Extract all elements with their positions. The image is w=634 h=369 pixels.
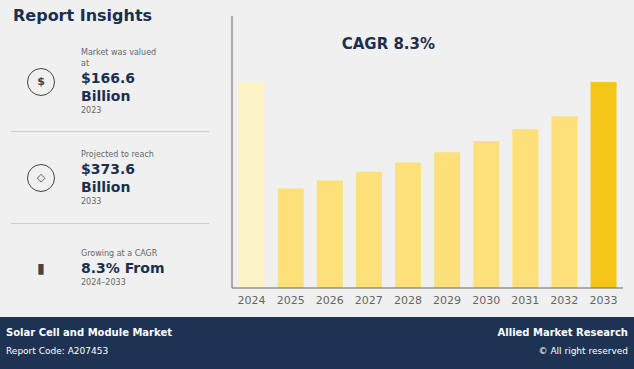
html-text:Report Code: A207453: Report Code: A207453 (6, 346, 109, 356)
svg-text:2031: 2031 (511, 294, 539, 307)
html-text:Billion: Billion (81, 178, 131, 195)
svg-text:2032: 2032 (550, 294, 578, 307)
html-text:2033: 2033 (81, 196, 102, 206)
svg-text:2033: 2033 (589, 294, 617, 307)
svg-text:2029: 2029 (433, 294, 461, 307)
html-text:Solar Cell and Module Market: Solar Cell and Module Market (6, 327, 172, 338)
html-text:Projected to reach: Projected to reach (81, 149, 154, 159)
svg-text:2026: 2026 (316, 294, 344, 307)
svg-text:2024: 2024 (238, 294, 266, 307)
svg-text:2027: 2027 (355, 294, 383, 307)
html-text:Market was valued: Market was valued (81, 48, 157, 57)
html-text:CAGR 8.3%: CAGR 8.3% (341, 35, 435, 53)
html-text:2024–2033: 2024–2033 (81, 278, 126, 287)
html-text:2023: 2023 (81, 106, 102, 115)
html-text:8.3% From: 8.3% From (81, 260, 165, 276)
svg-text:2028: 2028 (394, 294, 422, 307)
svg-text:2025: 2025 (277, 294, 305, 307)
html-text:© All right reserved: © All right reserved (538, 346, 628, 356)
html-text:at: at (81, 59, 89, 68)
html-text:Growing at a CAGR: Growing at a CAGR (81, 249, 158, 258)
svg-text:2030: 2030 (472, 294, 500, 307)
html-text:$166.6: $166.6 (81, 70, 135, 86)
html-text:Allied Market Research: Allied Market Research (497, 327, 628, 338)
html-text:Billion: Billion (81, 88, 131, 104)
html-text:$373.6: $373.6 (81, 160, 135, 177)
html-text:Report Insights: Report Insights (13, 6, 153, 25)
